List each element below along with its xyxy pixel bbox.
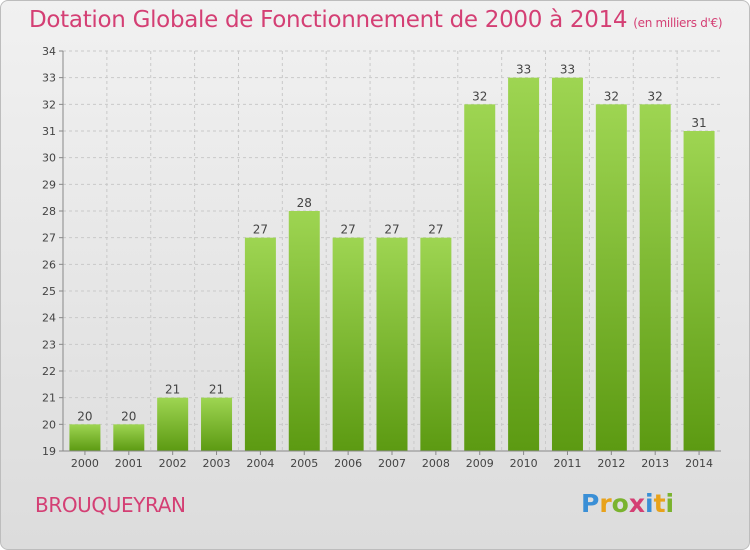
bar <box>332 237 364 451</box>
logo-letter: t <box>653 489 666 518</box>
y-tick-label: 24 <box>42 312 56 325</box>
logo-letter: i <box>665 489 675 518</box>
y-tick-label: 20 <box>42 418 56 431</box>
bar <box>420 237 452 451</box>
x-tick-label: 2014 <box>685 457 713 470</box>
data-label: 27 <box>384 223 399 237</box>
logo-letter: x <box>628 489 645 518</box>
x-tick-label: 2005 <box>290 457 318 470</box>
data-label: 32 <box>472 89 487 103</box>
x-tick-label: 2006 <box>334 457 362 470</box>
data-label: 27 <box>428 223 443 237</box>
x-tick-label: 2004 <box>246 457 274 470</box>
data-label: 33 <box>560 63 575 77</box>
bar <box>639 104 671 451</box>
y-tick-label: 21 <box>42 392 56 405</box>
data-label: 33 <box>516 63 531 77</box>
y-tick-label: 19 <box>42 445 56 458</box>
x-tick-label: 2011 <box>553 457 581 470</box>
x-tick-label: 2001 <box>115 457 143 470</box>
bar <box>595 104 627 451</box>
y-tick-label: 25 <box>42 285 56 298</box>
y-tick-label: 26 <box>42 258 56 271</box>
bar <box>244 237 276 451</box>
bar <box>376 237 408 451</box>
data-label: 28 <box>297 196 312 210</box>
data-label: 27 <box>253 223 268 237</box>
y-tick-label: 29 <box>42 178 56 191</box>
x-tick-label: 2010 <box>510 457 538 470</box>
bar <box>683 131 715 451</box>
data-label: 21 <box>165 383 180 397</box>
x-tick-label: 2008 <box>422 457 450 470</box>
bar <box>288 211 320 451</box>
chart-title: Dotation Globale de Fonctionnement de 20… <box>29 7 723 33</box>
bar <box>464 104 496 451</box>
x-tick-label: 2007 <box>378 457 406 470</box>
data-label: 27 <box>340 223 355 237</box>
bar <box>508 77 540 452</box>
x-tick-label: 2003 <box>203 457 231 470</box>
logo-letter: r <box>599 489 612 518</box>
commune-name: BROUQUEYRAN <box>35 493 186 517</box>
y-tick-label: 34 <box>42 45 56 58</box>
y-tick-label: 22 <box>42 365 56 378</box>
data-label: 32 <box>648 89 663 103</box>
x-tick-label: 2002 <box>159 457 187 470</box>
y-tick-label: 23 <box>42 338 56 351</box>
data-label: 31 <box>691 116 706 130</box>
y-tick-label: 28 <box>42 205 56 218</box>
bars: 20 20 21 21 27 28 27 27 27 32 33 33 32 32 31 <box>69 63 715 452</box>
x-tick-label: 2013 <box>641 457 669 470</box>
logo-letter: i <box>645 489 654 518</box>
data-label: 20 <box>77 409 92 423</box>
x-tick-label: 2009 <box>466 457 494 470</box>
y-tick-label: 30 <box>42 152 56 165</box>
bar <box>69 424 101 451</box>
x-tick-label: 2000 <box>71 457 99 470</box>
y-tick-label: 31 <box>42 125 56 138</box>
logo-letter: o <box>611 489 629 518</box>
unit-note: (en milliers d'€) <box>633 16 723 30</box>
bar <box>551 77 583 452</box>
proxiti-logo: Proxiti <box>581 489 674 518</box>
chart-title-text: Dotation Globale de Fonctionnement de 20… <box>29 7 628 33</box>
data-label: 32 <box>604 89 619 103</box>
bar <box>157 397 189 451</box>
axes: 19 20 21 22 23 24 25 26 27 28 29 30 31 32 33 34 2000 2001… <box>42 45 721 470</box>
x-tick-label: 2012 <box>597 457 625 470</box>
y-tick-label: 33 <box>42 72 56 85</box>
bar <box>113 424 145 451</box>
data-label: 21 <box>209 383 224 397</box>
logo-letter: P <box>581 489 600 518</box>
data-label: 20 <box>121 409 136 423</box>
y-tick-label: 27 <box>42 232 56 245</box>
bar <box>201 397 233 451</box>
y-tick-label: 32 <box>42 98 56 111</box>
